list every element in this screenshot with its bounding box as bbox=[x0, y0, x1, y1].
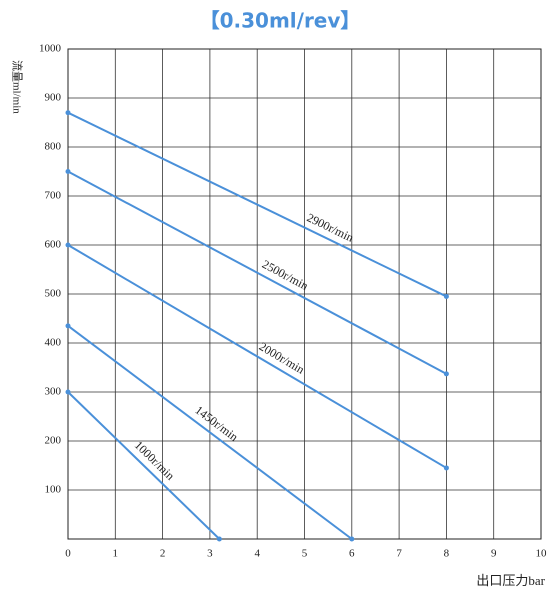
x-tick-label: 10 bbox=[536, 548, 548, 560]
x-tick-label: 3 bbox=[207, 548, 213, 560]
plot-frame bbox=[67, 48, 542, 540]
y-tick-label: 700 bbox=[45, 190, 62, 202]
x-tick-label: 1 bbox=[113, 548, 119, 560]
series-line bbox=[67, 111, 447, 298]
y-tick-label: 200 bbox=[45, 435, 62, 447]
y-tick-label: 1000 bbox=[39, 43, 62, 55]
series-point bbox=[65, 169, 71, 174]
chart-title: 【0.30ml/rev】 bbox=[200, 9, 361, 33]
series-point bbox=[443, 371, 449, 377]
y-tick-label: 600 bbox=[45, 239, 62, 251]
y-tick-label: 100 bbox=[45, 484, 62, 496]
series-point bbox=[65, 110, 71, 116]
y-axis-label: 流量ml/min bbox=[10, 60, 24, 114]
series-line bbox=[67, 244, 447, 469]
series-point bbox=[349, 536, 355, 542]
x-axis-label: 出口压力bar bbox=[476, 573, 545, 588]
series-point bbox=[65, 389, 71, 395]
x-tick-label: 2 bbox=[160, 548, 166, 560]
x-tick-label: 8 bbox=[444, 548, 450, 560]
y-tick-label: 300 bbox=[45, 386, 62, 398]
series-point bbox=[216, 536, 222, 542]
y-tick-label: 400 bbox=[45, 337, 62, 349]
y-tick-label: 800 bbox=[45, 141, 62, 153]
y-tick-label: 900 bbox=[45, 92, 62, 104]
x-tick-label: 7 bbox=[396, 548, 402, 560]
series-point bbox=[443, 465, 449, 471]
series-line bbox=[67, 170, 447, 375]
x-tick-label: 5 bbox=[302, 548, 308, 560]
series-point bbox=[65, 323, 71, 329]
x-tick-label: 4 bbox=[254, 548, 260, 560]
series-line bbox=[67, 391, 221, 540]
series-point bbox=[65, 242, 71, 248]
x-tick-label: 9 bbox=[491, 548, 497, 560]
series-line bbox=[67, 325, 353, 540]
x-tick-label: 6 bbox=[349, 548, 355, 560]
x-tick-label: 0 bbox=[65, 548, 71, 560]
series-point bbox=[443, 293, 449, 299]
y-tick-label: 500 bbox=[45, 288, 62, 300]
